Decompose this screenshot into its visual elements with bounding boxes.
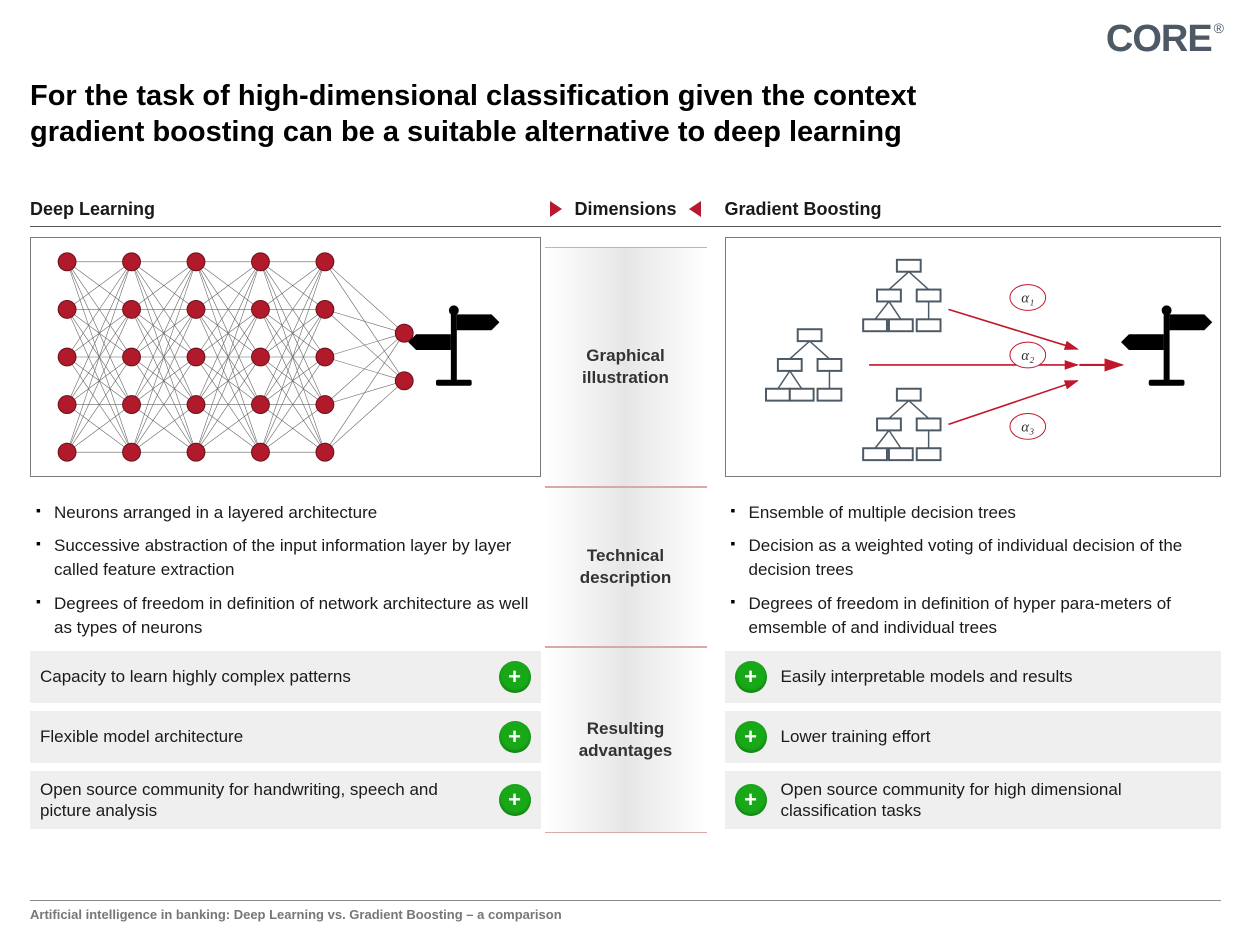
plus-icon: + xyxy=(499,661,531,693)
arrow-left-icon xyxy=(550,201,562,217)
row-illustration-left xyxy=(30,237,541,487)
bullet-item: Successive abstraction of the input info… xyxy=(36,534,535,582)
advantage-text: Easily interpretable models and results xyxy=(781,666,1212,687)
advantage-text: Open source community for high dimension… xyxy=(781,779,1212,822)
bullet-item: Degrees of freedom in definition of hype… xyxy=(731,592,1216,640)
brand-name: CORE xyxy=(1106,18,1212,60)
advantage-item: + Lower training effort xyxy=(725,711,1222,763)
slide: CORE® For the task of high-dimensional c… xyxy=(0,0,1251,944)
content-grid: Deep Learning Neurons arranged in a laye… xyxy=(30,199,1221,837)
bullet-item: Neurons arranged in a layered architectu… xyxy=(36,501,535,525)
svg-text:α₃: α₃ xyxy=(1021,419,1034,435)
advantage-item: Capacity to learn highly complex pattern… xyxy=(30,651,541,703)
bullet-item: Ensemble of multiple decision trees xyxy=(731,501,1216,525)
footer-text: Artificial intelligence in banking: Deep… xyxy=(30,900,1221,922)
section-advantages: Resulting advantages xyxy=(545,647,707,833)
bullet-item: Decision as a weighted voting of individ… xyxy=(731,534,1216,582)
brand-logo: CORE® xyxy=(1106,18,1221,61)
advantage-text: Open source community for handwriting, s… xyxy=(40,779,489,822)
section-illustration: Graphical illustration xyxy=(545,247,707,487)
neural-network-svg xyxy=(31,238,540,476)
advantage-text: Lower training effort xyxy=(781,726,1212,747)
gradient-boosting-diagram: α₁ α₂ α₃ xyxy=(725,237,1222,477)
brand-mark: ® xyxy=(1214,20,1223,36)
dimensions-label: Dimensions xyxy=(574,199,676,220)
gb-advantages-list: + Easily interpretable models and results… xyxy=(711,647,1222,837)
column-gradient-boosting: Gradient Boosting α₁ α₂ α₃ Ensemble of mul… xyxy=(711,199,1222,837)
column-dimensions: Dimensions Graphical illustration Techni… xyxy=(541,199,711,837)
svg-text:α₂: α₂ xyxy=(1021,347,1034,363)
plus-icon: + xyxy=(499,784,531,816)
advantage-item: + Easily interpretable models and results xyxy=(725,651,1222,703)
dl-advantages-list: Capacity to learn highly complex pattern… xyxy=(30,647,541,837)
bullet-item: Degrees of freedom in definition of netw… xyxy=(36,592,535,640)
row-illustration-right: α₁ α₂ α₃ xyxy=(711,237,1222,487)
deep-learning-diagram xyxy=(30,237,541,477)
plus-icon: + xyxy=(735,661,767,693)
advantage-item: Open source community for handwriting, s… xyxy=(30,771,541,830)
svg-text:α₁: α₁ xyxy=(1021,290,1034,306)
advantage-text: Capacity to learn highly complex pattern… xyxy=(40,666,489,687)
advantage-item: Flexible model architecture + xyxy=(30,711,541,763)
column-deep-learning: Deep Learning Neurons arranged in a laye… xyxy=(30,199,541,837)
section-technical: Technical description xyxy=(545,487,707,647)
col-header-right: Gradient Boosting xyxy=(711,199,1222,227)
plus-icon: + xyxy=(499,721,531,753)
plus-icon: + xyxy=(735,784,767,816)
advantage-text: Flexible model architecture xyxy=(40,726,489,747)
gb-technical-list: Ensemble of multiple decision trees Decis… xyxy=(711,487,1222,647)
dl-technical-list: Neurons arranged in a layered architectu… xyxy=(30,487,541,647)
plus-icon: + xyxy=(735,721,767,753)
arrow-right-icon xyxy=(689,201,701,217)
slide-title: For the task of high-dimensional classif… xyxy=(30,78,1030,151)
col-header-left: Deep Learning xyxy=(30,199,541,227)
col-header-mid: Dimensions xyxy=(541,199,711,227)
ensemble-svg: α₁ α₂ α₃ xyxy=(726,238,1221,476)
advantage-item: + Open source community for high dimensio… xyxy=(725,771,1222,830)
